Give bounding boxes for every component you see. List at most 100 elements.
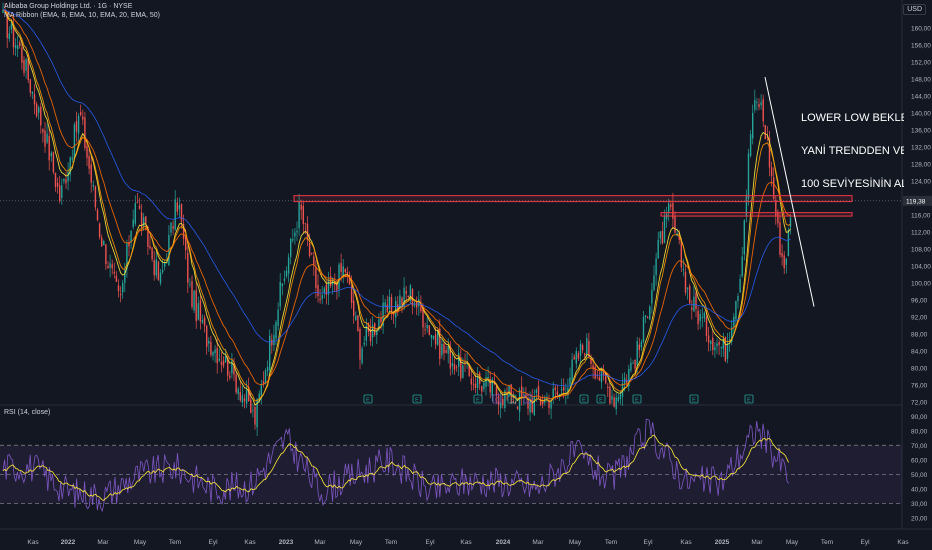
candle-body <box>344 269 346 272</box>
candle-body <box>695 293 697 310</box>
candle-body <box>556 391 559 396</box>
candle-body <box>594 366 596 379</box>
earnings-marker-label: E <box>366 398 370 404</box>
time-tick-label: Eyl <box>643 539 653 546</box>
candle-body <box>283 278 286 281</box>
candle-body <box>785 258 787 265</box>
price-tick-label: 152,00 <box>911 60 931 67</box>
candle-body <box>355 315 357 320</box>
price-tick-label: 100,00 <box>911 281 931 288</box>
time-tick-label: Tem <box>605 539 617 546</box>
candle-body <box>109 263 111 268</box>
candle-body <box>231 360 233 374</box>
price-tick-label: 124,00 <box>911 179 931 186</box>
candle-body <box>405 291 407 294</box>
candle-body <box>789 217 792 228</box>
candle-body <box>464 363 466 365</box>
candle-body <box>382 302 384 327</box>
text-annotation[interactable]: LOWER LOW BEKLENİ YANİ TRENDDEN VE D 100… <box>801 91 904 201</box>
candle-body <box>8 33 10 39</box>
candle-body <box>573 356 575 360</box>
candle-body <box>609 386 611 404</box>
candle-body <box>227 358 229 376</box>
candle-body <box>516 406 519 409</box>
candle-body <box>647 317 649 318</box>
candle-body <box>155 259 157 276</box>
candle-body <box>277 309 279 326</box>
price-tick-label: 148,00 <box>911 77 931 84</box>
candle-body <box>384 302 386 307</box>
trendline <box>764 76 815 307</box>
candle-body <box>342 266 344 276</box>
candle-body <box>321 295 323 299</box>
candle-body <box>105 244 107 265</box>
candle-body <box>441 343 443 356</box>
candle-body <box>418 299 420 307</box>
earnings-marker <box>523 394 533 404</box>
candle-body <box>409 285 412 301</box>
rsi-tick-label: 60,00 <box>911 457 928 464</box>
candle-body <box>462 365 464 378</box>
candle-body <box>533 396 535 416</box>
candle-body <box>697 310 699 325</box>
candle-body <box>208 340 210 344</box>
candle-body <box>323 288 325 293</box>
candle-body <box>128 241 130 247</box>
candle-body <box>187 253 189 283</box>
candle-body <box>258 393 260 402</box>
candle-body <box>401 297 403 305</box>
candle-body <box>243 398 246 402</box>
candle-body <box>779 222 781 255</box>
candle-body <box>607 386 609 388</box>
candle-body <box>214 349 216 354</box>
candle-body <box>10 24 13 30</box>
candle-body <box>101 237 103 247</box>
candle-body <box>306 223 309 241</box>
candle-body <box>103 241 105 246</box>
earnings-marker <box>473 394 483 404</box>
time-tick-label: May <box>350 539 363 546</box>
currency-badge[interactable]: USD <box>903 4 926 15</box>
candle-body <box>65 179 67 184</box>
candle-body <box>756 102 758 104</box>
rsi-legend[interactable]: RSI (14, close) <box>4 409 51 416</box>
candle-body <box>672 202 674 219</box>
candle-body <box>325 284 328 295</box>
candle-body <box>500 402 502 408</box>
earnings-marker-label: E <box>747 398 751 404</box>
candle-body <box>733 316 735 327</box>
candle-body <box>443 343 445 354</box>
candle-body <box>638 344 640 350</box>
candle-body <box>29 79 31 93</box>
candle-body <box>271 339 273 346</box>
earnings-marker <box>412 394 422 404</box>
candle-body <box>195 290 197 322</box>
time-tick-label: Mar <box>751 539 763 546</box>
candle-body <box>775 199 777 216</box>
candle-body <box>518 389 521 412</box>
candle-body <box>235 374 237 393</box>
earnings-marker-label: E <box>510 398 514 404</box>
candle-body <box>752 112 754 139</box>
candle-body <box>630 362 632 371</box>
candle-body <box>707 335 710 343</box>
rsi-tick-label: 20,00 <box>911 515 928 522</box>
rsi-line <box>2 418 789 513</box>
candle-body <box>92 184 94 187</box>
ma-ribbon-legend[interactable]: MA Ribbon (EMA, 8, EMA, 10, EMA, 20, EMA… <box>4 12 161 19</box>
candle-body <box>485 377 487 387</box>
candle-body <box>451 362 454 367</box>
candle-body <box>502 398 504 406</box>
candle-body <box>113 271 115 274</box>
candle-body <box>453 364 456 370</box>
candle-body <box>353 300 355 316</box>
candle-body <box>88 156 90 169</box>
candle-body <box>422 307 424 328</box>
candle-body <box>159 272 162 284</box>
candle-body <box>722 339 724 349</box>
time-tick-label: May <box>134 539 147 546</box>
time-tick-label: Eyl <box>425 539 435 546</box>
candle-body <box>224 356 227 363</box>
candle-body <box>489 378 491 393</box>
